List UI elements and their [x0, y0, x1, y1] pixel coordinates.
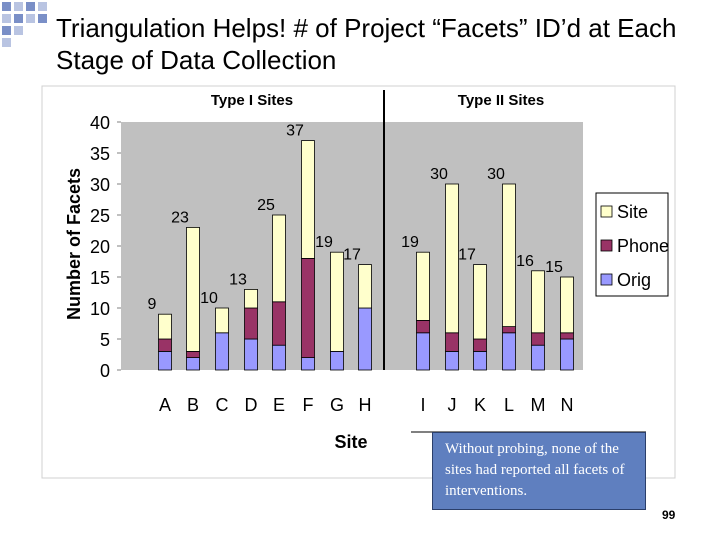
bar-segment-orig-a [158, 350, 172, 371]
bar-segment-orig-f [301, 357, 315, 371]
x-tick-label: B [187, 395, 199, 415]
bar-segment-phone-d [244, 307, 258, 340]
data-label-total: 37 [286, 123, 304, 140]
bar-segment-site-d [244, 288, 258, 309]
bar-segment-orig-d [244, 338, 258, 371]
group-label-type-2: Type II Sites [458, 92, 544, 109]
bar-segment-site-n [560, 276, 574, 334]
group-label-type-1: Type I Sites [211, 92, 293, 109]
x-tick-label: H [359, 395, 372, 415]
bar-segment-site-e [272, 214, 286, 303]
bar-segment-site-i [416, 251, 430, 321]
legend-swatch-site [600, 205, 613, 218]
bar-segment-orig-m [531, 344, 545, 371]
bar-segment-site-g [330, 251, 344, 352]
y-tick-label: 15 [90, 268, 110, 288]
y-axis-title: Number of Facets [64, 168, 84, 320]
y-tick-label: 0 [100, 361, 110, 381]
bar-segment-phone-e [272, 301, 286, 346]
bar-segment-site-c [215, 307, 229, 334]
x-tick-label: M [531, 395, 546, 415]
data-label-total: 17 [343, 247, 361, 264]
data-label-total: 10 [200, 290, 218, 307]
data-label-total: 30 [487, 166, 505, 183]
y-tick-label: 25 [90, 206, 110, 226]
note-box: Without probing, none of the sites had r… [432, 432, 646, 510]
bar-segment-orig-k [473, 350, 487, 371]
bar-segment-site-b [186, 226, 200, 352]
x-tick-label: N [561, 395, 574, 415]
bar-segment-site-j [445, 183, 459, 334]
data-label-total: 30 [430, 166, 448, 183]
bar-segment-phone-k [473, 338, 487, 352]
x-tick-label: C [216, 395, 229, 415]
y-tick-label: 30 [90, 175, 110, 195]
x-tick-label: J [448, 395, 457, 415]
bar-segment-orig-h [358, 307, 372, 371]
legend-label-phone: Phone [617, 236, 669, 256]
data-label-total: 23 [171, 209, 189, 226]
page-number: 99 [662, 508, 676, 522]
title-decoration [2, 2, 47, 47]
bar-segment-orig-l [502, 332, 516, 371]
x-axis-title: Site [334, 432, 367, 452]
x-tick-label: L [504, 395, 514, 415]
bar-segment-orig-i [416, 332, 430, 371]
data-label-total: 13 [229, 271, 247, 288]
y-tick-label: 5 [100, 330, 110, 350]
bar-segment-site-a [158, 313, 172, 340]
bar-segment-phone-a [158, 338, 172, 352]
y-tick-label: 40 [90, 113, 110, 133]
bar-segment-orig-g [330, 350, 344, 371]
bar-segment-site-k [473, 264, 487, 340]
data-label-total: 19 [401, 234, 419, 251]
data-label-total: 15 [545, 259, 563, 276]
bar-segment-phone-l [502, 326, 516, 334]
bar-segment-phone-m [531, 332, 545, 346]
y-tick-label: 20 [90, 237, 110, 257]
bar-segment-phone-b [186, 350, 200, 358]
legend-label-orig: Orig [617, 270, 651, 290]
y-tick-label: 35 [90, 144, 110, 164]
legend-swatch-orig [600, 273, 613, 286]
x-tick-label: E [273, 395, 285, 415]
data-label-total: 25 [257, 197, 275, 214]
slide-title: Triangulation Helps! # of Project “Facet… [56, 13, 677, 75]
x-tick-label: A [159, 395, 171, 415]
y-tick-label: 10 [90, 299, 110, 319]
bar-segment-phone-n [560, 332, 574, 340]
x-tick-label: I [420, 395, 425, 415]
bar-segment-orig-j [445, 350, 459, 371]
x-tick-label: F [303, 395, 314, 415]
legend-label-site: Site [617, 202, 648, 222]
bar-segment-phone-f [301, 257, 315, 358]
bar-segment-site-f [301, 140, 315, 259]
data-label-total: 19 [315, 234, 333, 251]
data-label-total: 16 [516, 253, 534, 270]
x-tick-label: D [245, 395, 258, 415]
bar-segment-site-h [358, 264, 372, 309]
bar-segment-site-m [531, 270, 545, 334]
data-label-total: 9 [148, 296, 157, 313]
bar-segment-phone-j [445, 332, 459, 352]
bar-segment-site-l [502, 183, 516, 328]
x-tick-label: K [474, 395, 486, 415]
bar-segment-orig-c [215, 332, 229, 371]
legend-swatch-phone [600, 239, 613, 252]
x-tick-label: G [330, 395, 344, 415]
bar-segment-orig-e [272, 344, 286, 371]
bar-segment-orig-b [186, 357, 200, 371]
bar-segment-phone-i [416, 319, 430, 334]
data-label-total: 17 [458, 247, 476, 264]
bar-segment-orig-n [560, 338, 574, 371]
